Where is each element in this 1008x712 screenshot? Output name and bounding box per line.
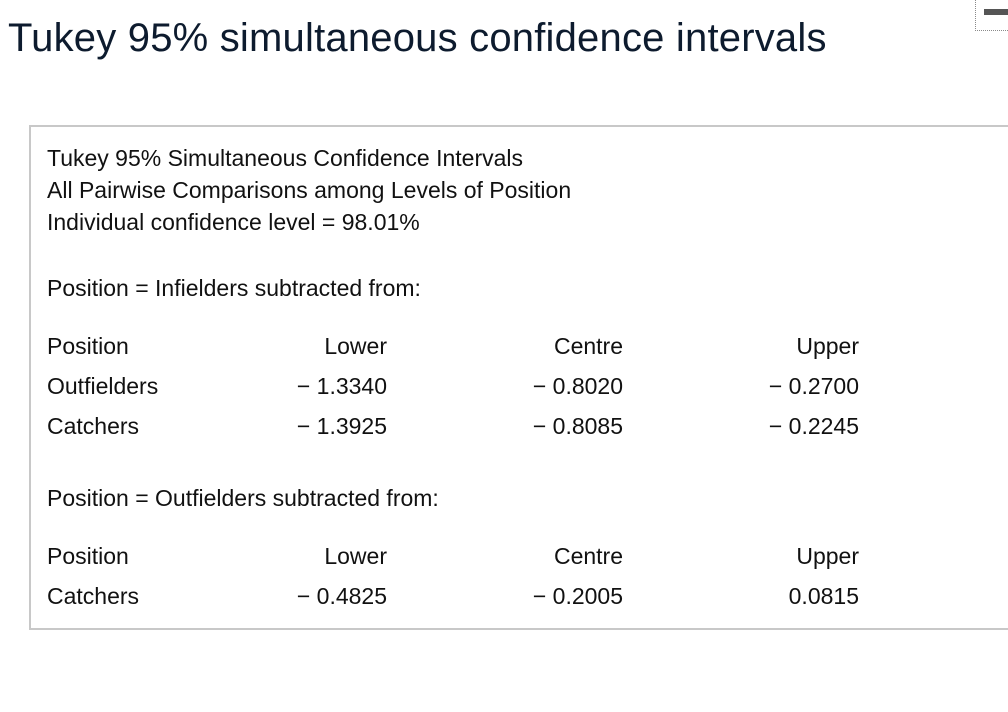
section-heading: Position = Outfielders subtracted from: xyxy=(47,485,439,511)
column-header-position: Position xyxy=(47,543,129,569)
table-row-upper: 0.0815 xyxy=(788,583,859,609)
table-row-upper: − 0.2245 xyxy=(768,413,859,439)
table-row-lower: − 1.3340 xyxy=(296,373,387,399)
minimize-icon xyxy=(984,9,1008,15)
table-row-centre: − 0.8020 xyxy=(532,373,623,399)
column-header-lower: Lower xyxy=(324,543,387,569)
page-title: Tukey 95% simultaneous confidence interv… xyxy=(8,16,827,60)
column-header-position: Position xyxy=(47,333,129,359)
output-header-confidence: Individual confidence level = 98.01% xyxy=(47,209,420,235)
column-header-upper: Upper xyxy=(796,543,859,569)
column-header-lower: Lower xyxy=(324,333,387,359)
table-row-lower: − 1.3925 xyxy=(296,413,387,439)
output-header-comparisons: All Pairwise Comparisons among Levels of… xyxy=(47,177,572,203)
output-panel: Tukey 95% Simultaneous Confidence Interv… xyxy=(29,125,1008,630)
table-row-position: Catchers xyxy=(47,583,140,609)
minimize-button[interactable] xyxy=(975,0,1008,31)
table-row-position: Catchers xyxy=(47,413,140,439)
table-row-position: Outfielders xyxy=(47,373,159,399)
table-row-centre: − 0.2005 xyxy=(532,583,623,609)
column-header-upper: Upper xyxy=(796,333,859,359)
output-header-title: Tukey 95% Simultaneous Confidence Interv… xyxy=(47,145,524,171)
section-heading: Position = Infielders subtracted from: xyxy=(47,275,421,301)
column-header-centre: Centre xyxy=(553,543,623,569)
column-header-centre: Centre xyxy=(553,333,623,359)
table-row-upper: − 0.2700 xyxy=(768,373,859,399)
table-row-centre: − 0.8085 xyxy=(532,413,623,439)
table-row-lower: − 0.4825 xyxy=(296,583,387,609)
